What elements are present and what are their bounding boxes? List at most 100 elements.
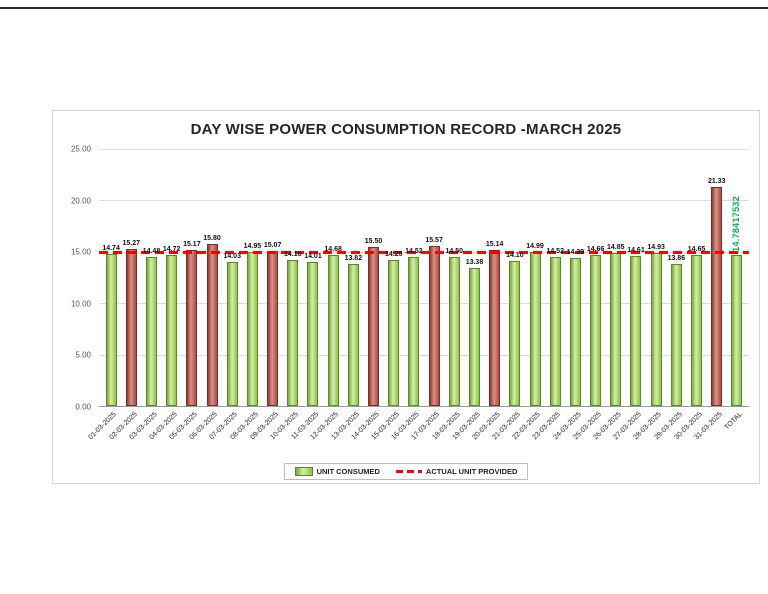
gridline xyxy=(99,303,749,305)
bar-12-03-2025 xyxy=(327,255,339,406)
bar-value-label: 14.85 xyxy=(607,244,625,252)
bar-slot: 15.57 xyxy=(424,149,444,406)
bar-01-03-2025 xyxy=(105,254,117,406)
bar-value-label: 13.82 xyxy=(344,254,363,262)
bar-value-label: 15.50 xyxy=(364,237,383,245)
y-tick-label: 5.00 xyxy=(75,350,91,360)
y-tick-label: 10.00 xyxy=(70,299,91,309)
bar-slot: 15.80 xyxy=(202,149,222,406)
bar-value-label: 14.72 xyxy=(162,245,181,253)
bar-value-label: 21.33 xyxy=(707,177,726,185)
bar-14-03-2025 xyxy=(368,246,380,406)
chart-title: DAY WISE POWER CONSUMPTION RECORD -MARCH… xyxy=(190,121,622,138)
chart-body: 25.00 20.00 15.00 10.00 5.00 0.00 14.74 15.27 1… xyxy=(61,145,751,412)
bar-value-label: 15.27 xyxy=(122,240,141,248)
bar-slot: 13.86 xyxy=(666,149,686,406)
bar-value-label: 15.17 xyxy=(183,241,201,249)
bar-02-03-2025 xyxy=(125,249,137,406)
x-tick-slot: TOTAL xyxy=(723,408,747,460)
bar-value-label: 14.10 xyxy=(506,252,524,260)
bar-slot: 13.82 xyxy=(343,149,363,406)
bar-value-label: 15.14 xyxy=(485,241,504,249)
y-axis: 25.00 20.00 15.00 10.00 5.00 0.00 xyxy=(61,145,95,412)
bar-value-label: 14.03 xyxy=(223,252,241,260)
bar-11-03-2025 xyxy=(307,261,319,406)
bar-slot: 14.74 xyxy=(101,149,121,406)
bar-05-03-2025 xyxy=(186,250,198,406)
bar-06-03-2025 xyxy=(206,243,218,406)
bar-20-03-2025 xyxy=(489,250,501,406)
gridline xyxy=(99,354,749,356)
bar-value-label: 14.68 xyxy=(324,246,342,254)
bar-16-03-2025 xyxy=(408,256,420,406)
bar-value-label: 14.95 xyxy=(243,243,262,251)
bar-slot: 15.27 xyxy=(121,149,141,406)
bar-value-label: 14.52 xyxy=(405,247,423,255)
bar-slot: 14.52 xyxy=(545,149,565,406)
unit-consumed-swatch xyxy=(294,467,313,476)
bar-18-03-2025 xyxy=(448,256,460,406)
bar-17-03-2025 xyxy=(428,245,440,406)
bar-slot: 15.07 xyxy=(263,149,283,406)
bar-03-03-2025 xyxy=(145,257,157,406)
window-top-edge xyxy=(0,7,768,9)
bar-value-label: 14.48 xyxy=(142,248,161,256)
bar-value-label: 14.93 xyxy=(647,243,665,251)
bar-30-03-2025 xyxy=(691,255,703,406)
bar-value-label: 14.61 xyxy=(627,246,645,254)
reference-line-label: 14.78417532 xyxy=(731,195,741,252)
bar-22-03-2025 xyxy=(529,251,541,406)
y-tick-label: 25.00 xyxy=(70,144,91,154)
legend-item-dash: ACTUAL UNIT PROVIDED xyxy=(395,467,517,476)
bar-value-label: 14.52 xyxy=(546,247,564,255)
y-tick-label: 15.00 xyxy=(70,247,91,257)
bar-value-label: 14.74 xyxy=(102,245,120,253)
x-axis: 01-03-2025 02-03-2025 03-03-2025 04-03-2025… xyxy=(88,408,749,460)
bar-value-label: 14.39 xyxy=(566,249,585,257)
bar-07-03-2025 xyxy=(226,261,238,406)
bar-slot: 14.48 xyxy=(141,149,161,406)
bar-value-label: 13.38 xyxy=(465,259,484,267)
bar-value-label: 13.86 xyxy=(667,254,686,262)
bar-slot: 14.66 xyxy=(586,149,606,406)
bar-19-03-2025 xyxy=(468,268,480,406)
bar-slot: 15.50 xyxy=(363,149,383,406)
bar-value-label: 14.66 xyxy=(586,246,605,254)
bar-slot: 14.01 xyxy=(303,149,323,406)
bar-slot: 14.61 xyxy=(626,149,646,406)
bar-slot: 14.50 xyxy=(444,149,464,406)
bar-slot: 14.39 xyxy=(565,149,585,406)
bar-value-label: 15.80 xyxy=(203,234,221,242)
actual-unit-provided-dash-icon xyxy=(395,470,422,473)
bar-value-label: 15.07 xyxy=(263,242,282,250)
bar-26-03-2025 xyxy=(610,253,622,406)
bar-slot: 15.14 xyxy=(485,149,505,406)
bar-21-03-2025 xyxy=(509,261,521,406)
bar-value-label: 14.99 xyxy=(526,242,544,250)
legend-item-bar: UNIT CONSUMED xyxy=(294,467,380,476)
bar-slot: 14.65 xyxy=(686,149,706,406)
bar-slot: 14.16 xyxy=(283,149,303,406)
bar-value-label: 14.50 xyxy=(445,247,464,255)
bar-15-03-2025 xyxy=(388,259,400,406)
bar-23-03-2025 xyxy=(549,256,561,406)
bar-slot: 13.38 xyxy=(464,149,484,406)
bar-04-03-2025 xyxy=(166,254,178,406)
bar-slot: 14.72 xyxy=(162,149,182,406)
bar-value-label: 14.65 xyxy=(687,246,706,254)
bar-total xyxy=(731,254,743,406)
bar-slot: 14.10 xyxy=(505,149,525,406)
legend-box: UNIT CONSUMED ACTUAL UNIT PROVIDED xyxy=(283,463,529,480)
plot-area: 14.74 15.27 14.48 14.72 15.17 15.80 14.03 14.95… xyxy=(99,149,749,407)
reference-line xyxy=(99,251,749,255)
bar-slot: 14.85 xyxy=(606,149,626,406)
x-tick-label: TOTAL xyxy=(723,411,744,432)
bar-29-03-2025 xyxy=(670,263,682,406)
y-tick-label: 0.00 xyxy=(75,402,91,412)
y-tick-label: 20.00 xyxy=(70,196,91,206)
legend: UNIT CONSUMED ACTUAL UNIT PROVIDED xyxy=(53,463,759,480)
bar-value-label: 14.16 xyxy=(284,251,302,259)
legend-label: UNIT CONSUMED xyxy=(316,467,380,476)
bar-slot: 14.95 xyxy=(242,149,262,406)
bar-slot: 14.25 xyxy=(384,149,404,406)
